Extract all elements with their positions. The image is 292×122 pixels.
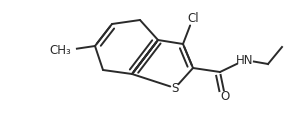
Text: O: O xyxy=(220,90,230,102)
Text: S: S xyxy=(171,81,179,95)
Text: CH₃: CH₃ xyxy=(49,44,71,56)
Text: HN: HN xyxy=(236,54,254,66)
Text: Cl: Cl xyxy=(187,11,199,25)
